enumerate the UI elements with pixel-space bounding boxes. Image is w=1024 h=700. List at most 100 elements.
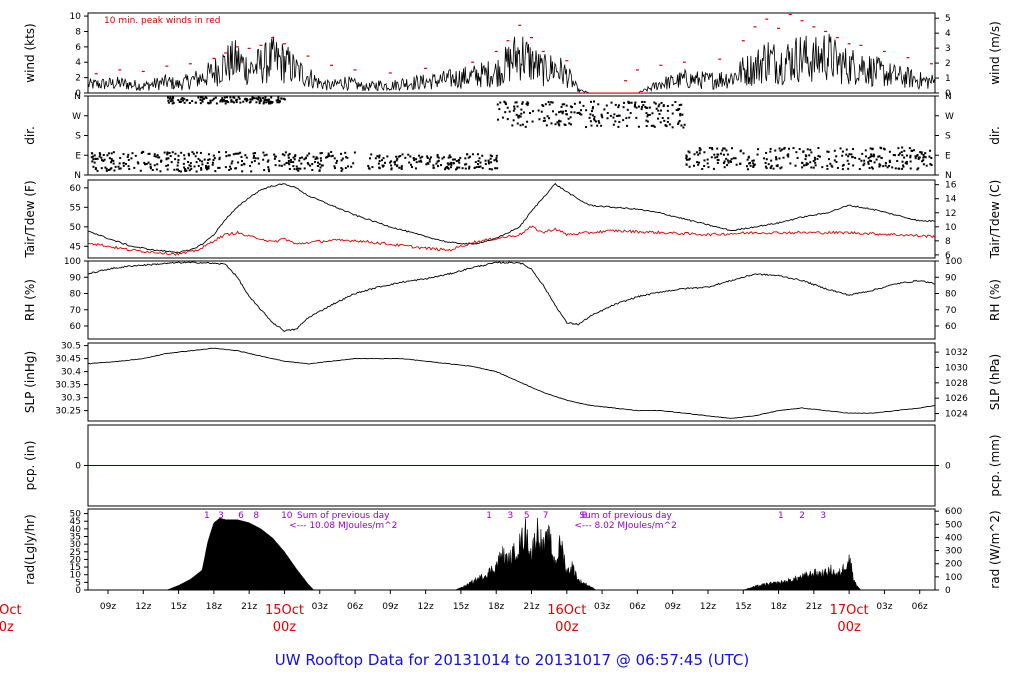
direction-point: [218, 156, 221, 159]
direction-point: [238, 97, 241, 100]
direction-point: [341, 168, 344, 171]
direction-point: [722, 153, 725, 156]
direction-point: [677, 122, 680, 125]
y-tick-label-radiation: 35: [70, 533, 81, 543]
direction-point: [110, 167, 113, 170]
y-tick-label-direction: W: [72, 112, 81, 122]
direction-point: [526, 103, 529, 106]
direction-point: [565, 113, 568, 116]
direction-point: [396, 165, 399, 168]
direction-point: [214, 170, 217, 173]
direction-point: [491, 155, 494, 158]
direction-point: [763, 157, 766, 160]
radiation-hour-marker: 10: [281, 511, 293, 521]
direction-point: [871, 148, 874, 151]
direction-point: [311, 169, 314, 172]
direction-point: [808, 154, 811, 157]
y-tick-label-right-wind: 2: [945, 59, 951, 69]
direction-point: [916, 168, 919, 171]
direction-point: [217, 166, 220, 169]
direction-point: [293, 168, 296, 171]
direction-point: [593, 117, 596, 120]
direction-point: [930, 157, 933, 160]
direction-point: [560, 105, 563, 108]
direction-point: [590, 100, 593, 103]
direction-point: [918, 156, 921, 159]
direction-point: [182, 99, 185, 102]
direction-point: [922, 153, 925, 156]
direction-point: [117, 165, 120, 168]
direction-point: [565, 104, 568, 107]
direction-point: [693, 153, 696, 156]
y-tick-label-temperature: 50: [70, 223, 82, 233]
direction-point: [127, 165, 130, 168]
direction-point: [879, 164, 882, 167]
direction-point: [664, 124, 667, 127]
direction-point: [350, 165, 353, 168]
direction-point: [105, 167, 108, 170]
y-tick-label-right-direction: W: [945, 112, 954, 122]
direction-point: [537, 109, 540, 112]
direction-point: [202, 97, 205, 100]
panel-precipitation: pcp. (in) pcp. (mm): [23, 424, 1002, 507]
direction-point: [916, 153, 919, 156]
direction-point: [802, 150, 805, 153]
direction-point: [245, 98, 248, 101]
direction-point: [382, 164, 385, 167]
direction-point: [601, 116, 604, 119]
direction-point: [107, 169, 110, 172]
direction-point: [231, 160, 234, 163]
direction-point: [239, 151, 242, 154]
direction-point: [288, 163, 291, 166]
direction-point: [525, 103, 528, 106]
direction-point: [891, 166, 894, 169]
direction-point: [166, 168, 169, 171]
direction-point: [883, 148, 886, 151]
direction-point: [174, 158, 177, 161]
direction-point: [901, 146, 904, 149]
direction-point: [609, 114, 612, 117]
direction-point: [813, 158, 816, 161]
direction-point: [262, 102, 265, 105]
direction-point: [158, 156, 161, 159]
direction-point: [924, 156, 927, 159]
direction-point: [252, 156, 255, 159]
direction-point: [570, 111, 573, 114]
direction-point: [128, 168, 131, 171]
direction-point: [685, 158, 688, 161]
direction-point: [185, 169, 188, 172]
direction-point: [465, 163, 468, 166]
direction-point: [396, 157, 399, 160]
direction-point: [408, 161, 411, 164]
direction-point: [333, 157, 336, 160]
direction-point: [526, 120, 529, 123]
direction-point: [657, 105, 660, 108]
direction-point: [420, 160, 423, 163]
direction-point: [143, 161, 146, 164]
date-label-hour: 00z: [555, 620, 579, 635]
direction-point: [258, 100, 261, 103]
y-tick-label-wind: 8: [75, 27, 81, 37]
direction-point: [796, 156, 799, 159]
direction-point: [127, 153, 130, 156]
y-tick-label-right-radiation: 300: [945, 547, 962, 557]
direction-point: [612, 116, 615, 119]
direction-point: [698, 147, 701, 150]
y-tick-label-right-wind: 4: [945, 29, 951, 39]
direction-point: [571, 106, 574, 109]
direction-point: [133, 166, 136, 169]
direction-point: [386, 155, 389, 158]
direction-point: [520, 112, 523, 115]
direction-point: [265, 99, 268, 102]
panel-temperature: Tair/Tdew (F) Tair/Tdew (C): [23, 179, 1002, 259]
direction-point: [635, 106, 638, 109]
direction-point: [723, 166, 726, 169]
direction-point: [515, 101, 518, 104]
panel-frame-wind: [87, 12, 936, 94]
direction-point: [569, 123, 572, 126]
direction-point: [590, 110, 593, 113]
direction-point: [698, 149, 701, 152]
direction-point: [661, 117, 664, 120]
direction-point: [334, 167, 337, 170]
direction-point: [585, 126, 588, 129]
